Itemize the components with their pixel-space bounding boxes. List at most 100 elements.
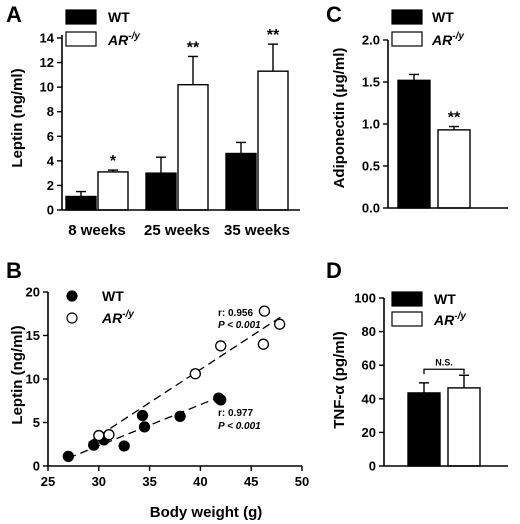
panel-c-ytick-label: 2.0 bbox=[362, 33, 380, 48]
panel-c-bar-wt bbox=[397, 79, 431, 209]
panel-d-ytick-label: 0 bbox=[369, 459, 376, 474]
panel-b-ytick-label: 15 bbox=[26, 328, 40, 343]
panel-a-letter: A bbox=[6, 2, 22, 27]
panel-d-y-axis-label: TNF-α (pg/ml) bbox=[331, 331, 348, 429]
panel-b-y-ticks: 0 5 10 15 20 bbox=[26, 285, 48, 474]
panel-c-ytick-label: 0.5 bbox=[362, 159, 380, 174]
panel-d-ytick-label: 60 bbox=[362, 358, 376, 373]
panel-a-ytick-label: 6 bbox=[47, 129, 54, 144]
panel-a-bar-ar bbox=[177, 83, 209, 211]
scatter-point-wt bbox=[136, 409, 149, 422]
legend-swatch-ar-c bbox=[391, 31, 423, 47]
scatter-point-ar bbox=[215, 340, 227, 352]
panel-c-ytick-label: 1.5 bbox=[362, 75, 380, 90]
panel-b-xtick-label: 50 bbox=[295, 474, 309, 489]
scatter-point-ar bbox=[103, 429, 115, 441]
stat-p-wt: P < 0.001 bbox=[218, 421, 261, 432]
panel-b-stats: r: 0.956 P < 0.001 r: 0.977 P < 0.001 bbox=[218, 308, 261, 432]
panel-a-ytick-label: 14 bbox=[40, 31, 55, 46]
legend-swatch-wt-c bbox=[391, 9, 423, 25]
stat-r-ar: r: 0.956 bbox=[218, 308, 253, 319]
panel-d-y-ticks: 0 20 40 60 80 100 bbox=[354, 291, 384, 474]
legend-swatch-ar bbox=[65, 31, 97, 47]
panel-b-letter: B bbox=[6, 258, 22, 283]
panel-b-x-axis-label: Body weight (g) bbox=[150, 504, 263, 521]
panel-c-bar-ar bbox=[437, 129, 471, 209]
legend-marker-wt bbox=[66, 290, 78, 302]
panel-a-bar-wt bbox=[225, 152, 257, 211]
panel-d-ytick-label: 20 bbox=[362, 425, 376, 440]
scatter-point-ar bbox=[258, 305, 271, 317]
panel-b-xtick-label: 35 bbox=[142, 474, 156, 489]
scatter-point-ar bbox=[93, 429, 105, 442]
panel-a-ytick-label: 0 bbox=[47, 203, 54, 218]
panel-a-bar-wt bbox=[145, 172, 177, 211]
panel-d-bars bbox=[407, 374, 481, 467]
panel-c: C Adiponectin (μg/ml) 0.0 0.5 1.0 1.5 2.0 **… bbox=[326, 2, 508, 216]
stat-r-wt: r: 0.977 bbox=[218, 408, 253, 419]
panel-d-letter: D bbox=[326, 258, 342, 283]
panel-b-ytick-label: 5 bbox=[33, 415, 40, 430]
panel-a-ytick-label: 10 bbox=[40, 80, 54, 95]
panel-a-bar-wt bbox=[65, 195, 97, 211]
panel-a-xtick-label: 25 weeks bbox=[144, 222, 210, 239]
panel-a-xtick-label: 35 weeks bbox=[224, 222, 290, 239]
legend-label-ar: AR-/y bbox=[107, 31, 140, 48]
panel-b-ytick-label: 0 bbox=[33, 459, 40, 474]
panel-a-x-ticks: 8 weeks 25 weeks 35 weeks bbox=[68, 222, 290, 239]
panel-a-xtick-label: 8 weeks bbox=[68, 222, 126, 239]
legend-label-wt-b: WT bbox=[102, 288, 124, 304]
panel-a-ytick-label: 12 bbox=[40, 55, 54, 70]
panel-a-legend: WT AR-/y bbox=[65, 9, 140, 48]
scatter-point-wt bbox=[138, 421, 151, 433]
panel-c-significance: ** bbox=[448, 110, 461, 127]
scatter-point-ar bbox=[189, 368, 201, 380]
panel-a-significance-mark: ** bbox=[267, 27, 280, 44]
panel-d-bar-ar bbox=[447, 387, 481, 467]
legend-label-wt: WT bbox=[108, 9, 130, 25]
panel-a-significance-mark: ** bbox=[187, 39, 200, 56]
stat-p-ar: P < 0.001 bbox=[218, 320, 261, 331]
panel-a-ytick-label: 4 bbox=[47, 153, 55, 168]
panel-b: B Leptin (ng/ml) Body weight (g) 0 5 10 15 2… bbox=[6, 258, 309, 521]
legend-label-ar-b: AR-/y bbox=[101, 309, 134, 326]
panel-b-ytick-label: 10 bbox=[26, 372, 40, 387]
panel-c-letter: C bbox=[326, 2, 342, 27]
panel-d-ytick-label: 40 bbox=[362, 391, 376, 406]
panel-d-ytick-label: 80 bbox=[362, 324, 376, 339]
panel-c-y-ticks: 0.0 0.5 1.0 1.5 2.0 bbox=[362, 33, 388, 216]
panel-b-xtick-label: 45 bbox=[244, 474, 258, 489]
panel-a-significance: ***** bbox=[110, 27, 280, 170]
panel-d-ns-bracket bbox=[423, 368, 465, 375]
panel-c-legend: WT AR-/y bbox=[391, 9, 464, 48]
legend-label-ar-c: AR-/y bbox=[431, 31, 464, 48]
scatter-point-wt bbox=[174, 410, 186, 423]
legend-label-wt-d: WT bbox=[434, 291, 456, 307]
panel-a-significance-mark: * bbox=[110, 153, 117, 170]
panel-b-xtick-label: 30 bbox=[92, 474, 106, 489]
scatter-point-wt bbox=[118, 440, 130, 452]
scatter-point-wt bbox=[62, 450, 74, 463]
panel-a-bars bbox=[65, 43, 289, 211]
legend-label-wt-c: WT bbox=[432, 9, 454, 25]
panel-d: D TNF-α (pg/ml) 0 20 40 60 80 100 N.S. WT AR-… bbox=[326, 258, 508, 474]
panel-c-significance-mark: ** bbox=[448, 110, 461, 127]
panel-c-ytick-label: 0.0 bbox=[362, 201, 380, 216]
panel-b-x-ticks: 25 30 35 40 45 50 bbox=[41, 466, 309, 489]
panel-d-ytick-label: 100 bbox=[354, 291, 376, 306]
panel-c-bars bbox=[397, 73, 471, 209]
panel-b-legend: WT AR-/y bbox=[66, 288, 134, 326]
legend-swatch-wt-d bbox=[391, 291, 423, 307]
panel-b-ytick-label: 20 bbox=[26, 285, 40, 300]
legend-swatch-ar-d bbox=[391, 311, 423, 327]
panel-a-y-ticks: 0 2 4 6 8 10 12 14 bbox=[40, 31, 62, 218]
panel-a-ytick-label: 8 bbox=[47, 104, 54, 119]
scatter-point-wt bbox=[88, 439, 100, 451]
panel-c-ytick-label: 1.0 bbox=[362, 117, 380, 132]
panel-d-legend: WT AR-/y bbox=[391, 291, 466, 328]
legend-label-ar-d: AR-/y bbox=[433, 311, 466, 328]
scatter-point-ar bbox=[273, 318, 286, 330]
scatter-point-ar bbox=[257, 338, 270, 350]
